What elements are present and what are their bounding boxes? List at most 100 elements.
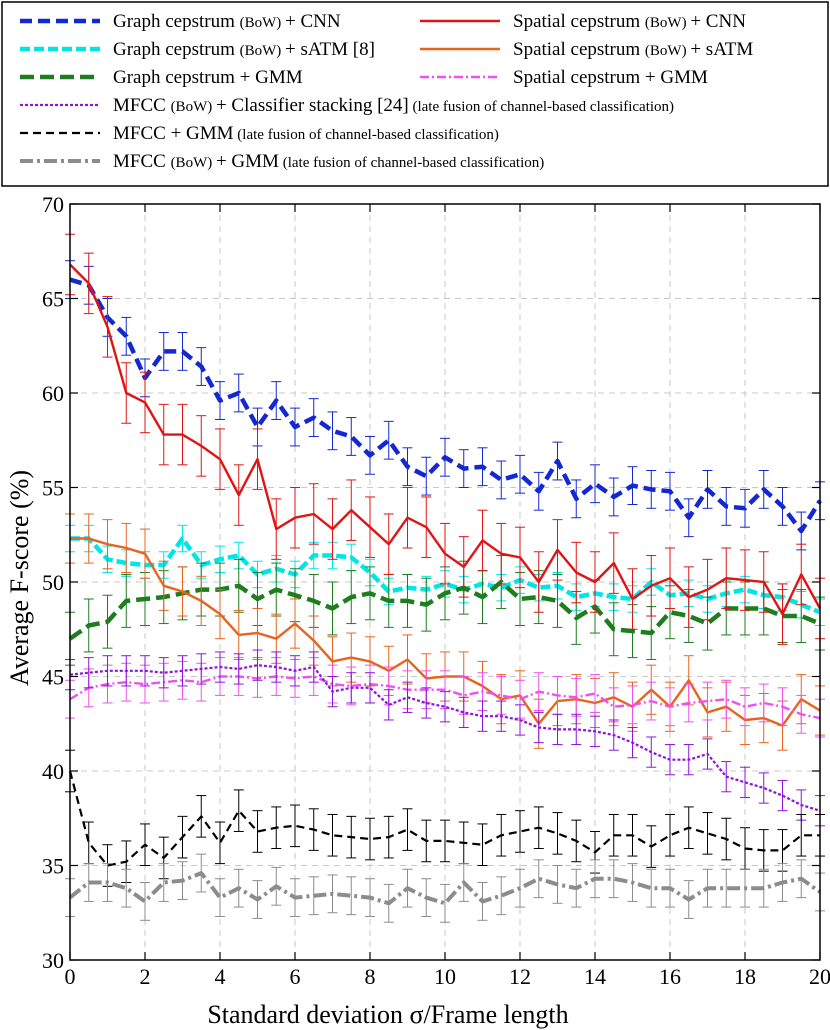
legend-label-tag: (BoW) bbox=[171, 99, 216, 115]
error-bar bbox=[796, 813, 807, 857]
legend-label-tag: (BoW) bbox=[171, 155, 216, 171]
legend-label: Spatial cepstrum (BoW) + sATM bbox=[513, 39, 753, 60]
error-bar bbox=[252, 649, 263, 681]
error-bar bbox=[440, 819, 450, 863]
error-bar bbox=[233, 789, 244, 832]
error-bar bbox=[515, 810, 525, 853]
y-tick-label: 65 bbox=[42, 287, 64, 312]
legend-label-main: Spatial cepstrum bbox=[513, 39, 645, 60]
error-bar bbox=[121, 868, 132, 908]
error-bar bbox=[327, 813, 338, 857]
error-bar bbox=[327, 411, 338, 451]
ticks: 0 2 4 6 8 10 12 14 16 18 20 30 35 40 45 50 55 60 65 70 bbox=[42, 192, 830, 989]
legend-label: Graph cepstrum + GMM bbox=[113, 67, 303, 88]
legend-label-tag: (BoW) bbox=[240, 15, 285, 31]
y-tick-label: 55 bbox=[42, 476, 64, 501]
legend-label-note: (late fusion of channel-based classifica… bbox=[279, 155, 544, 171]
error-bar bbox=[215, 821, 225, 865]
x-tick-label: 14 bbox=[584, 964, 606, 989]
error-bar bbox=[721, 679, 732, 719]
error-bar bbox=[458, 696, 469, 729]
error-bar bbox=[608, 859, 619, 899]
error-bar bbox=[346, 417, 357, 456]
legend-entry-2: Graph cepstrum (BoW) + sATM [8] bbox=[20, 39, 375, 60]
legend-label: MFCC (BoW) + Classifier stacking [24] (l… bbox=[113, 95, 674, 116]
legend: Graph cepstrum (BoW) + CNN Graph cepstrum… bbox=[1, 1, 829, 187]
error-bar bbox=[533, 859, 544, 899]
series-1 bbox=[65, 260, 825, 551]
error-bar bbox=[158, 332, 169, 371]
y-tick-label: 60 bbox=[42, 381, 64, 406]
error-bar bbox=[721, 868, 732, 908]
error-bar bbox=[421, 456, 432, 496]
legend-label-main: MFCC bbox=[113, 123, 171, 144]
legend-entry-6: Spatial cepstrum + GMM bbox=[420, 67, 708, 88]
legend-label-main: Graph cepstrum bbox=[113, 67, 240, 88]
legend-label-main: MFCC bbox=[113, 95, 171, 116]
error-bar bbox=[440, 691, 450, 723]
error-bar bbox=[158, 863, 169, 902]
x-tick-label: 20 bbox=[809, 964, 830, 989]
error-bar bbox=[740, 687, 750, 727]
series-line bbox=[68, 871, 822, 906]
error-bar bbox=[402, 808, 413, 851]
legend-entry-3: Graph cepstrum + GMM bbox=[20, 67, 303, 88]
legend-entry-1: Graph cepstrum (BoW) + CNN bbox=[20, 11, 341, 32]
error-bar bbox=[252, 810, 263, 853]
error-bar bbox=[440, 883, 450, 923]
error-bar bbox=[702, 681, 713, 721]
legend-label: Spatial cepstrum + GMM bbox=[513, 67, 708, 88]
error-bar bbox=[346, 876, 357, 916]
y-tick-label: 40 bbox=[42, 759, 64, 784]
legend-label: Graph cepstrum (BoW) + CNN bbox=[113, 11, 341, 32]
legend-label-tail: + GMM bbox=[171, 123, 234, 144]
legend-label-tag: (BoW) bbox=[645, 43, 690, 59]
x-tick-label: 16 bbox=[659, 964, 681, 989]
legend-label-main: Spatial cepstrum bbox=[513, 11, 645, 32]
x-tick-label: 10 bbox=[434, 964, 456, 989]
legend-label-tail: + GMM bbox=[216, 151, 279, 172]
error-bar bbox=[365, 672, 375, 704]
legend-label: Graph cepstrum (BoW) + sATM [8] bbox=[113, 39, 375, 60]
legend-entry-5: Spatial cepstrum (BoW) + sATM bbox=[420, 39, 753, 60]
error-bar bbox=[758, 683, 769, 723]
legend-entry-9: MFCC (BoW) + GMM (late fusion of channel… bbox=[20, 151, 544, 172]
y-tick-label: 70 bbox=[42, 192, 64, 217]
series-line bbox=[69, 675, 821, 720]
error-bar bbox=[383, 689, 394, 721]
error-bar bbox=[777, 779, 788, 812]
legend-entry-4: Spatial cepstrum (BoW) + CNN bbox=[420, 11, 746, 32]
legend-label-tail: + Classifier stacking [24] bbox=[216, 95, 409, 116]
y-axis-label: Average F-score (%) bbox=[5, 470, 34, 686]
legend-frame bbox=[1, 1, 829, 187]
legend-label-tail: + GMM bbox=[240, 67, 303, 88]
error-bar bbox=[496, 876, 507, 916]
series-line bbox=[69, 263, 822, 616]
error-bar bbox=[383, 420, 394, 460]
error-bar bbox=[758, 772, 769, 804]
error-bar bbox=[515, 454, 525, 494]
legend-label-tail: + sATM bbox=[690, 39, 753, 60]
error-bar bbox=[590, 674, 600, 713]
error-bar bbox=[702, 812, 713, 855]
legend-label-tail: + sATM [8] bbox=[285, 39, 375, 60]
series-line bbox=[68, 579, 821, 641]
series-line bbox=[69, 277, 822, 534]
legend-label-main: Graph cepstrum bbox=[113, 39, 240, 60]
legend-label: Spatial cepstrum (BoW) + CNN bbox=[513, 11, 746, 32]
error-bar bbox=[646, 868, 657, 908]
error-bar bbox=[571, 713, 582, 746]
error-bar bbox=[421, 687, 432, 719]
x-tick-label: 0 bbox=[65, 964, 76, 989]
x-tick-label: 2 bbox=[140, 964, 151, 989]
legend-label-main: Spatial cepstrum bbox=[513, 67, 645, 88]
legend-label: MFCC + GMM (late fusion of channel-based… bbox=[113, 123, 499, 144]
x-tick-label: 4 bbox=[215, 964, 226, 989]
x-tick-label: 18 bbox=[734, 964, 756, 989]
legend-label-tail: + GMM bbox=[645, 67, 708, 88]
error-bar bbox=[496, 460, 507, 500]
error-bar bbox=[552, 812, 563, 855]
error-bar bbox=[233, 653, 244, 685]
error-bar bbox=[590, 464, 600, 504]
